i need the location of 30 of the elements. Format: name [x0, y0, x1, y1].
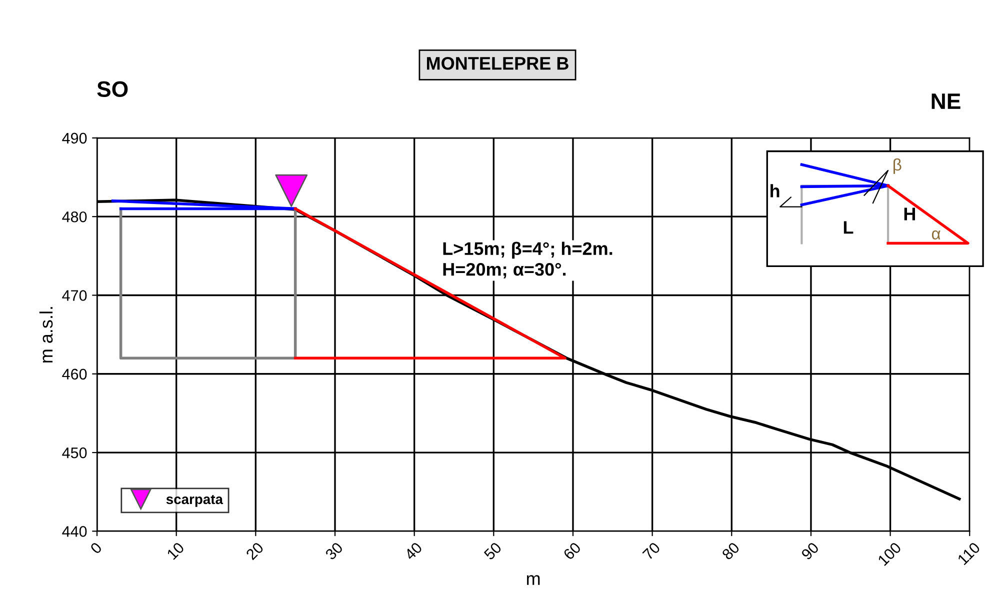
y-tick-label: 470 — [62, 290, 87, 301]
y-tick-label: 440 — [62, 526, 87, 537]
y-tick-label: 450 — [62, 447, 87, 458]
text: SO — [97, 81, 128, 98]
legend-label: scarpata — [166, 494, 224, 507]
x-tick-label: 90 — [800, 542, 820, 560]
chart-title: MONTELEPRE B — [426, 56, 568, 70]
annotation: L>15m; β=4°; h=2m. H=20m; α=30°. — [443, 242, 612, 278]
y-axis-title: m a.s.l. — [39, 307, 53, 362]
x-tick-label: 70 — [642, 542, 661, 560]
y-tick-label: 460 — [62, 368, 87, 380]
annotation: α — [932, 230, 940, 240]
annotation: h — [770, 184, 780, 198]
x-tick-label: 0 — [90, 542, 102, 554]
x-tick-label: 50 — [483, 542, 502, 560]
x-tick-label: 40 — [404, 542, 423, 561]
y-tick-label: 480 — [62, 211, 87, 222]
x-tick-label: 30 — [324, 542, 344, 560]
x-tick-label: 20 — [245, 542, 264, 560]
x-tick-label: 10 — [166, 542, 185, 560]
x-tick-label: 100 — [877, 542, 902, 566]
text: NE — [932, 94, 960, 109]
x-tick-label: 80 — [721, 542, 740, 560]
annotation: H — [904, 208, 915, 220]
y-tick-label: 490 — [62, 132, 87, 144]
x-axis-title: m — [527, 575, 540, 585]
annotation: β — [894, 158, 902, 174]
x-tick-label: 60 — [562, 542, 582, 560]
annotation: L — [844, 221, 854, 234]
x-tick-label: 110 — [957, 542, 981, 566]
